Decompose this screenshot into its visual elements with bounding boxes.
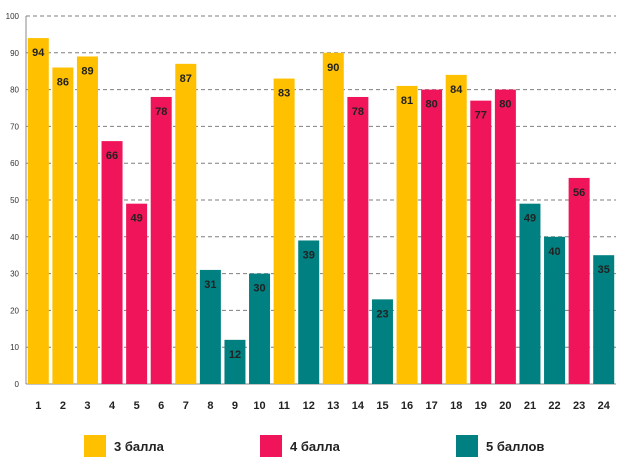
x-tick-label-24: 24 [598, 400, 611, 412]
bar-9 [224, 339, 246, 384]
bar-19 [470, 100, 492, 384]
bar-18 [445, 74, 467, 384]
bar-10 [249, 273, 271, 384]
x-tick-label-11: 11 [278, 400, 290, 412]
data-label-9: 12 [229, 349, 241, 361]
legend-swatch-3 [84, 435, 106, 457]
x-tick-label-14: 14 [352, 400, 365, 412]
bar-6 [150, 96, 172, 385]
x-tick-label-16: 16 [401, 400, 413, 412]
data-label-5: 49 [131, 213, 143, 225]
x-tick-label-15: 15 [376, 400, 388, 412]
y-tick-label-0: 0 [15, 380, 20, 389]
x-tick-label-6: 6 [158, 400, 164, 412]
x-tick-label-7: 7 [183, 400, 189, 412]
data-label-24: 35 [598, 264, 610, 276]
legend-swatch-4 [260, 435, 282, 457]
data-label-7: 87 [180, 73, 192, 85]
data-label-8: 31 [204, 279, 216, 291]
data-label-18: 84 [450, 84, 463, 96]
data-label-19: 77 [475, 110, 487, 122]
x-tick-label-13: 13 [327, 400, 339, 412]
x-tick-label-19: 19 [475, 400, 487, 412]
data-label-13: 90 [327, 62, 339, 74]
data-label-14: 78 [352, 106, 364, 118]
bar-23 [568, 177, 590, 384]
data-label-6: 78 [155, 106, 167, 118]
x-tick-label-4: 4 [109, 400, 116, 412]
x-tick-label-17: 17 [426, 400, 438, 412]
bar-5 [126, 203, 148, 384]
data-label-21: 49 [524, 213, 536, 225]
bar-22 [544, 236, 566, 384]
y-tick-label-10: 10 [10, 343, 19, 352]
bar-12 [298, 240, 320, 384]
legend-label-5: 5 баллов [486, 438, 545, 454]
bar-14 [347, 96, 369, 385]
data-label-3: 89 [81, 65, 93, 77]
bar-21 [519, 203, 541, 384]
x-tick-label-10: 10 [253, 400, 265, 412]
y-tick-label-80: 80 [10, 86, 19, 95]
legend-item-4: 4 балла [260, 433, 340, 459]
data-label-10: 30 [253, 283, 265, 295]
data-label-22: 40 [548, 246, 560, 258]
y-tick-label-30: 30 [10, 270, 19, 279]
x-tick-label-22: 22 [548, 400, 560, 412]
legend-label-4: 4 балла [290, 438, 340, 454]
data-label-15: 23 [376, 308, 388, 320]
y-tick-label-50: 50 [10, 196, 19, 205]
bar-15 [371, 299, 393, 384]
y-tick-label-70: 70 [10, 122, 19, 131]
bar-13 [322, 52, 344, 385]
data-label-1: 94 [32, 47, 45, 59]
data-label-17: 80 [426, 99, 438, 111]
data-label-2: 86 [57, 77, 69, 89]
legend-item-3: 3 балла [84, 433, 164, 459]
bar-8 [199, 269, 221, 384]
y-tick-label-40: 40 [10, 233, 19, 242]
data-label-4: 66 [106, 150, 118, 162]
data-label-23: 56 [573, 187, 585, 199]
bar-16 [396, 85, 418, 385]
bar-11 [273, 78, 295, 384]
x-tick-label-18: 18 [450, 400, 462, 412]
bar-17 [421, 89, 443, 384]
x-tick-label-12: 12 [303, 400, 315, 412]
x-tick-label-1: 1 [35, 400, 41, 412]
y-tick-label-100: 100 [6, 12, 20, 21]
data-label-20: 80 [499, 99, 511, 111]
x-tick-label-5: 5 [134, 400, 140, 412]
data-label-11: 83 [278, 88, 290, 100]
x-tick-label-21: 21 [524, 400, 536, 412]
x-tick-label-23: 23 [573, 400, 585, 412]
bar-4 [101, 141, 123, 384]
bar-1 [27, 38, 49, 384]
y-tick-label-20: 20 [10, 306, 19, 315]
y-tick-label-60: 60 [10, 159, 19, 168]
x-tick-label-8: 8 [207, 400, 213, 412]
bar-7 [175, 63, 197, 385]
bar-20 [494, 89, 516, 384]
x-tick-label-2: 2 [60, 400, 66, 412]
bar-chart: 0102030405060708090100941862893664495786… [6, 12, 616, 412]
bar-3 [76, 56, 98, 384]
x-tick-label-20: 20 [499, 400, 511, 412]
data-label-16: 81 [401, 95, 413, 107]
legend-item-5: 5 баллов [456, 433, 544, 459]
legend-swatch-5 [456, 435, 478, 457]
data-label-12: 39 [303, 249, 315, 261]
legend-label-3: 3 балла [114, 438, 164, 454]
y-tick-label-90: 90 [10, 49, 19, 58]
bar-2 [52, 67, 74, 385]
x-tick-label-9: 9 [232, 400, 238, 412]
x-tick-label-3: 3 [84, 400, 90, 412]
bar-24 [593, 255, 615, 384]
